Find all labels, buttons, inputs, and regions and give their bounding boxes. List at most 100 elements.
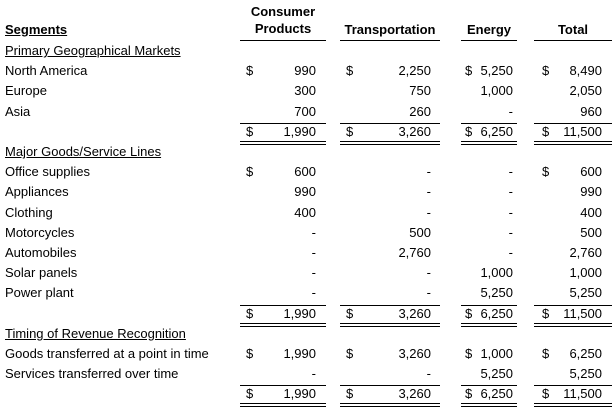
subtotal-rule (240, 122, 326, 124)
tr-dollar-sign: $ (346, 123, 354, 139)
tr-value: 260 (409, 103, 431, 119)
subtotal-rule (461, 122, 517, 124)
to-value: 5,250 (569, 285, 602, 301)
row-label: Europe (5, 83, 47, 99)
en-value: - (508, 164, 513, 180)
cp-value: 990 (294, 184, 316, 200)
en-dollar-sign: $ (465, 305, 473, 321)
en-value: - (508, 204, 513, 220)
row-label: Motorcycles (5, 224, 75, 240)
en-dollar-sign: $ (465, 63, 473, 79)
en-value: 5,250 (480, 366, 513, 382)
section-total-row: $1,990 $3,260 $6,250 $11,500 (0, 384, 616, 404)
to-value: 6,250 (569, 346, 602, 361)
consumer-header-line2: Products (254, 21, 312, 36)
tr-dollar-sign: $ (346, 346, 354, 361)
total-double-underline (240, 322, 326, 327)
tr-value: - (426, 164, 431, 180)
transportation-header-label: Transportation (344, 22, 436, 37)
tr-value: - (426, 285, 431, 301)
total-double-underline (461, 322, 517, 327)
table-row: Appliances 990 - - 990 (0, 182, 616, 202)
tr-value: 3,260 (398, 346, 431, 361)
tr-value: 2,760 (398, 245, 431, 260)
tr-value: - (426, 366, 431, 382)
subtotal-rule (534, 385, 612, 387)
section-title: Timing of Revenue Recognition (5, 325, 186, 341)
to-value: 960 (580, 103, 602, 119)
segments-header: Segments (5, 21, 67, 38)
total-double-underline (534, 322, 612, 327)
total-double-underline (340, 403, 440, 408)
en-value: - (508, 103, 513, 119)
total-double-underline (340, 322, 440, 327)
total-double-underline (461, 403, 517, 408)
to-dollar-sign: $ (542, 123, 550, 139)
row-label: Clothing (5, 204, 53, 220)
row-label: Office supplies (5, 164, 91, 180)
cp-dollar-sign: $ (246, 123, 254, 139)
en-value: 6,250 (480, 386, 513, 402)
en-value: 6,250 (480, 123, 513, 139)
tr-value: 3,260 (398, 123, 431, 139)
row-label: Solar panels (5, 265, 78, 281)
en-value: - (508, 224, 513, 240)
tr-value: 3,260 (398, 386, 431, 402)
table-row: Automobiles - 2,760 - 2,760 (0, 243, 616, 263)
en-value: 6,250 (480, 305, 513, 321)
en-dollar-sign: $ (465, 346, 473, 361)
total-double-underline (240, 140, 326, 145)
to-value: 1,000 (569, 265, 602, 281)
subtotal-rule (534, 122, 612, 124)
en-value: - (508, 245, 513, 260)
total-double-underline (534, 403, 612, 408)
cp-value: - (311, 285, 316, 301)
total-double-underline (340, 140, 440, 145)
cp-dollar-sign: $ (246, 164, 254, 180)
table-row: Power plant - - 5,250 5,250 (0, 283, 616, 303)
subtotal-rule (240, 385, 326, 387)
transportation-header: Transportation (340, 21, 440, 38)
cp-value: 990 (294, 63, 316, 79)
cp-value: 1,990 (283, 346, 316, 361)
row-label: Power plant (5, 285, 74, 301)
subtotal-rule (534, 304, 612, 306)
cp-value: 1,990 (283, 386, 316, 402)
total-double-underline (461, 140, 517, 145)
cp-dollar-sign: $ (246, 63, 254, 79)
table-row: Solar panels - - 1,000 1,000 (0, 263, 616, 283)
header-underline-transportation (340, 40, 440, 41)
table-row: Services transferred over time - - 5,250 5,2… (0, 364, 616, 384)
to-value: 600 (580, 164, 602, 180)
section-title: Major Goods/Service Lines (5, 144, 162, 159)
cp-value: 700 (294, 103, 316, 119)
row-label: Asia (5, 103, 31, 119)
row-label: North America (5, 63, 88, 79)
to-value: 11,500 (563, 386, 602, 402)
row-label: Automobiles (5, 245, 77, 260)
table-row: Clothing 400 - - 400 (0, 203, 616, 223)
header-underline-consumer (240, 40, 326, 41)
table-row: Office supplies $600 - - $600 (0, 162, 616, 182)
table-row: North America $990 $2,250 $5,250 $8,490 (0, 61, 616, 81)
energy-header: Energy (461, 21, 517, 38)
to-value: 990 (580, 184, 602, 200)
to-dollar-sign: $ (542, 63, 550, 79)
cp-value: - (311, 265, 316, 281)
section-title: Primary Geographical Markets (5, 43, 181, 58)
consumer-products-header: Consumer Products (240, 3, 326, 37)
cp-value: 400 (294, 204, 316, 220)
table-row: Goods transferred at a point in time $1,9… (0, 344, 616, 364)
en-dollar-sign: $ (465, 386, 473, 402)
header-underline-total (534, 40, 612, 41)
cp-value: - (311, 224, 316, 240)
cp-dollar-sign: $ (246, 386, 254, 402)
to-value: 5,250 (569, 366, 602, 382)
tr-value: - (426, 204, 431, 220)
consumer-header-line1: Consumer (250, 4, 316, 19)
segments-header-label: Segments (5, 22, 68, 37)
to-value: 11,500 (563, 123, 602, 139)
section-total-row: $1,990 $3,260 $6,250 $11,500 (0, 304, 616, 324)
to-value: 500 (580, 224, 602, 240)
cp-value: 300 (294, 83, 316, 99)
